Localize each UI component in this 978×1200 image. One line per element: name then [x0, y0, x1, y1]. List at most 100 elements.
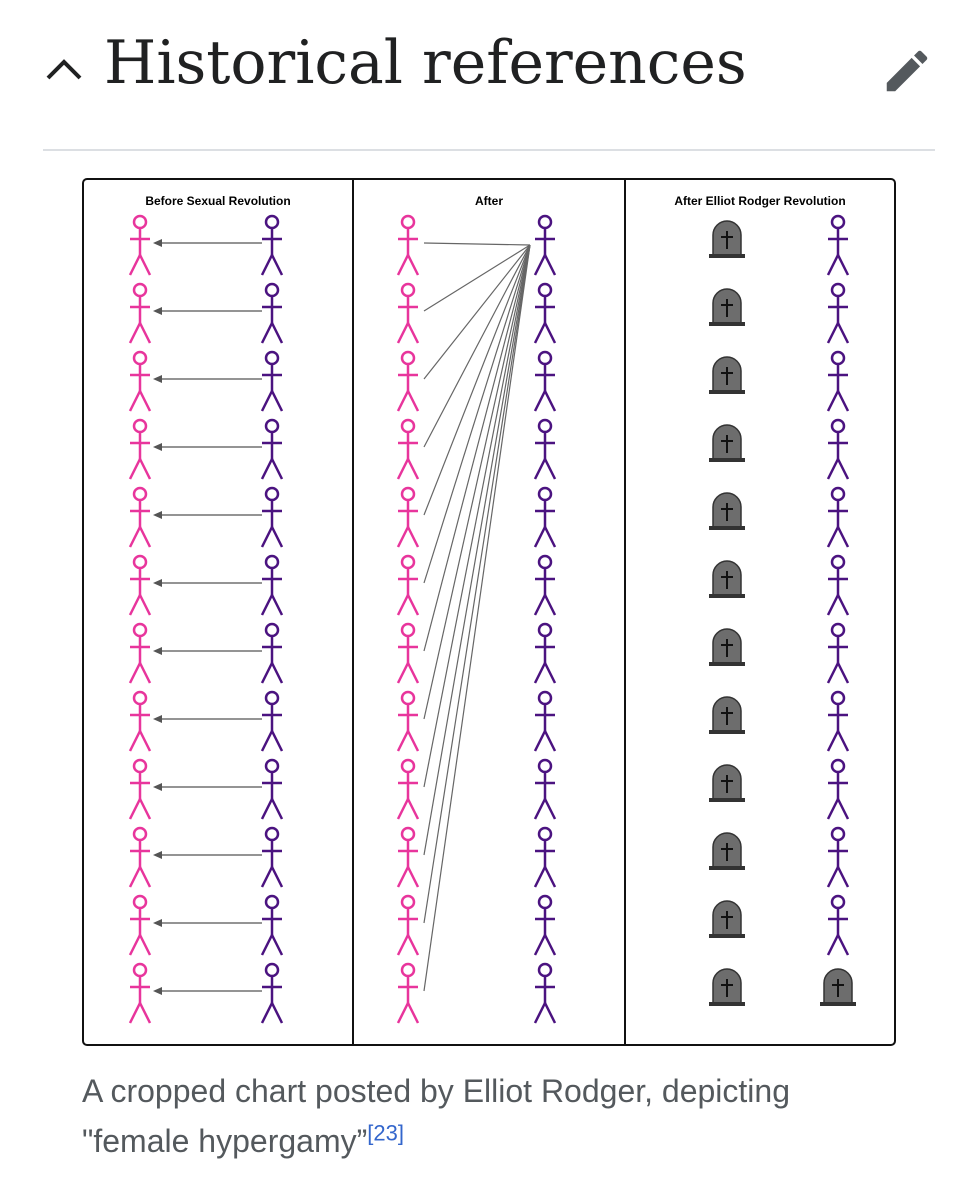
stone-base — [709, 798, 745, 802]
stick-figure — [260, 350, 284, 412]
connection-line — [423, 244, 531, 516]
stick-figure — [826, 894, 850, 956]
arrow-head — [153, 579, 162, 587]
stick-figure — [826, 690, 850, 752]
stick-figure — [533, 214, 557, 276]
stick-figure — [826, 622, 850, 684]
figure-legs — [260, 524, 284, 548]
stone-base — [709, 1002, 745, 1006]
collapse-toggle[interactable] — [44, 52, 84, 82]
figure-legs — [128, 796, 152, 820]
figure-legs — [826, 728, 850, 752]
panel-title: After Elliot Rodger Revolution — [674, 194, 845, 208]
stick-figure — [260, 554, 284, 616]
figure-legs — [533, 1000, 557, 1024]
figure-legs — [396, 1000, 420, 1024]
diagram: Before Sexual Revolution After After Ell… — [82, 178, 896, 1046]
stick-figure — [396, 622, 420, 684]
figure-legs — [533, 456, 557, 480]
figure-legs — [826, 388, 850, 412]
gravestone — [820, 968, 856, 1006]
connection-line — [423, 242, 531, 246]
stick-figure — [826, 350, 850, 412]
stick-figure — [128, 894, 152, 956]
stick-figure — [533, 690, 557, 752]
gravestone — [709, 628, 745, 666]
figure-legs — [826, 932, 850, 956]
stick-figure — [260, 826, 284, 888]
figure-legs — [260, 592, 284, 616]
stick-figure — [826, 758, 850, 820]
figure-legs — [533, 796, 557, 820]
figure-legs — [533, 864, 557, 888]
stick-figure — [260, 962, 284, 1024]
stick-figure — [533, 758, 557, 820]
stick-figure — [533, 486, 557, 548]
arrow-head — [153, 647, 162, 655]
stick-figure — [128, 690, 152, 752]
stone-base — [709, 390, 745, 394]
figure-legs — [396, 660, 420, 684]
figure-legs — [128, 388, 152, 412]
figure-legs — [260, 388, 284, 412]
gravestone — [709, 832, 745, 870]
figure-legs — [260, 456, 284, 480]
figure-legs — [826, 660, 850, 684]
stone-base — [709, 458, 745, 462]
stick-figure — [826, 554, 850, 616]
stick-figure — [396, 282, 420, 344]
stick-figure — [128, 962, 152, 1024]
stick-figure — [396, 758, 420, 820]
figure-legs — [128, 1000, 152, 1024]
figure-legs — [128, 932, 152, 956]
stick-figure — [533, 282, 557, 344]
figure-legs — [260, 252, 284, 276]
stick-figure — [396, 486, 420, 548]
arrow-head — [153, 511, 162, 519]
gravestone — [709, 424, 745, 462]
arrow-head — [153, 987, 162, 995]
divider — [43, 149, 935, 151]
arrow-head — [153, 307, 162, 315]
figure-caption: A cropped chart posted by Elliot Rodger,… — [82, 1066, 882, 1166]
stick-figure — [396, 894, 420, 956]
stick-figure — [533, 622, 557, 684]
gravestone — [709, 288, 745, 326]
stone-base — [709, 254, 745, 258]
figure-legs — [533, 728, 557, 752]
stick-figure — [260, 486, 284, 548]
stick-figure — [826, 214, 850, 276]
gravestone — [709, 492, 745, 530]
figure-legs — [128, 592, 152, 616]
gravestone — [709, 560, 745, 598]
arrow-head — [153, 715, 162, 723]
gravestone — [709, 900, 745, 938]
figure-legs — [128, 864, 152, 888]
connection-line — [423, 244, 531, 788]
arrow-head — [153, 239, 162, 247]
figure-legs — [533, 320, 557, 344]
edit-button[interactable] — [880, 44, 934, 98]
figure-legs — [826, 320, 850, 344]
panel-title: Before Sexual Revolution — [145, 194, 290, 208]
figure-legs — [533, 660, 557, 684]
stick-figure — [396, 418, 420, 480]
figure-legs — [260, 796, 284, 820]
stick-figure — [826, 486, 850, 548]
stick-figure — [260, 214, 284, 276]
figure-legs — [260, 932, 284, 956]
stick-figure — [396, 826, 420, 888]
connection-line — [423, 244, 531, 924]
stick-figure — [128, 214, 152, 276]
figure-legs — [826, 252, 850, 276]
stick-figure — [396, 350, 420, 412]
stone-base — [709, 730, 745, 734]
figure-legs — [396, 252, 420, 276]
figure-legs — [533, 252, 557, 276]
reference-link[interactable]: [23] — [367, 1120, 404, 1146]
stick-figure — [128, 418, 152, 480]
stick-figure — [260, 282, 284, 344]
connection-line — [423, 244, 531, 856]
figure-legs — [396, 524, 420, 548]
gravestone — [709, 968, 745, 1006]
